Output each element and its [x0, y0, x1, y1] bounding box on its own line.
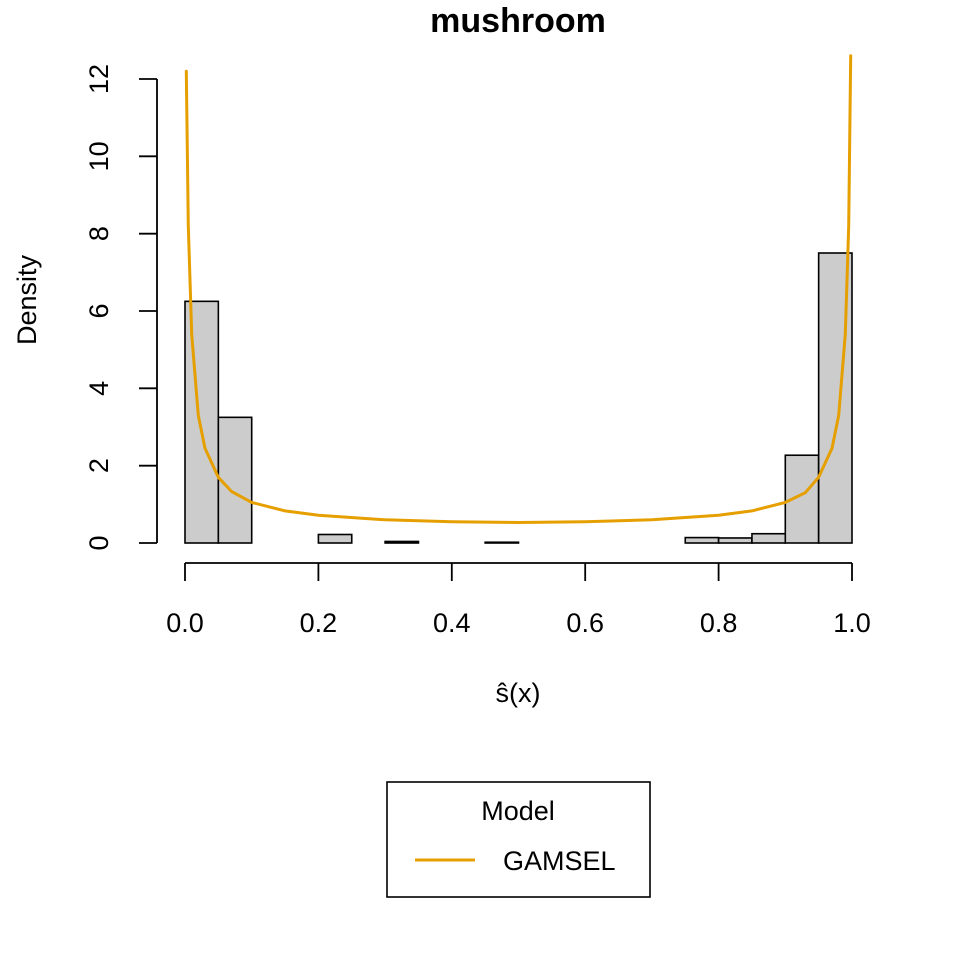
histogram-bar — [317, 533, 353, 544]
histogram-bar — [717, 537, 753, 544]
y-tick-label: 12 — [84, 64, 114, 94]
x-axis-label: ŝ(x) — [496, 678, 541, 708]
y-axis: 0 2 4 6 8 10 12 — [84, 64, 158, 551]
y-tick-label: 4 — [84, 381, 114, 396]
histogram-bar — [684, 536, 720, 544]
x-tick-label: 0.4 — [433, 608, 471, 638]
density-curves — [184, 54, 853, 524]
y-tick-label: 10 — [84, 141, 114, 171]
chart-title: mushroom — [430, 2, 606, 40]
x-axis: 0.0 0.2 0.4 0.6 0.8 1.0 — [166, 562, 871, 638]
x-tick-label: 1.0 — [833, 608, 871, 638]
y-tick-label: 0 — [84, 535, 114, 550]
legend-title: Model — [481, 796, 555, 826]
y-axis-label: Density — [12, 254, 42, 345]
legend-box — [386, 781, 651, 898]
histogram-bar — [484, 541, 520, 544]
series-line-gamsel — [184, 54, 853, 524]
histogram-bar — [184, 300, 220, 544]
y-tick-label: 6 — [84, 303, 114, 318]
legend: Model GAMSEL — [386, 781, 651, 898]
x-tick-label: 0.2 — [300, 608, 338, 638]
y-tick-label: 8 — [84, 226, 114, 241]
x-tick-label: 0.6 — [566, 608, 604, 638]
x-tick-label: 0.0 — [166, 608, 204, 638]
histogram-bar — [751, 532, 787, 544]
y-tick-label: 2 — [84, 458, 114, 473]
histogram-bars — [184, 252, 853, 544]
x-tick-label: 0.8 — [700, 608, 738, 638]
histogram-bar — [217, 416, 253, 544]
histogram-bar — [384, 540, 420, 544]
legend-entry-gamsel: GAMSEL — [503, 846, 616, 876]
